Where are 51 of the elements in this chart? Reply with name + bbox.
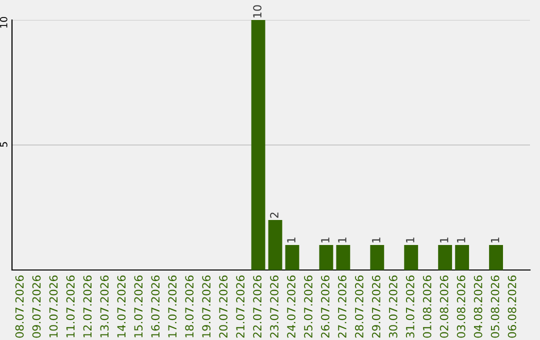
x-tick-label: 17.07.2026 — [168, 276, 177, 338]
x-tick-label: 26.07.2026 — [321, 276, 330, 338]
y-tick-label: 5 — [0, 142, 8, 147]
x-tick-label: 02.08.2026 — [440, 276, 448, 338]
x-tick-label: 25.07.2026 — [304, 276, 312, 338]
x-tick-label: 27.07.2026 — [338, 276, 346, 338]
bar — [489, 245, 503, 270]
x-tick-label: 09.07.2026 — [32, 276, 41, 338]
x-tick-label: 30.07.2026 — [388, 276, 398, 338]
x-tick-label: 21.07.2026 — [236, 276, 245, 338]
x-tick-label: 12.07.2026 — [83, 276, 92, 338]
bar — [438, 245, 452, 270]
data-label: 1 — [287, 238, 296, 242]
x-tick-label: 29.07.2026 — [372, 276, 380, 338]
bar — [455, 245, 470, 270]
x-tick-label: 28.07.2026 — [354, 276, 364, 338]
bar — [285, 245, 300, 270]
x-tick-label: 10.07.2026 — [49, 276, 58, 338]
x-tick-label: 16.07.2026 — [151, 276, 160, 338]
x-tick-label: 04.08.2026 — [474, 276, 482, 338]
x-tick-label: 11.07.2026 — [66, 276, 75, 338]
x-tick-label: 03.08.2026 — [456, 276, 466, 338]
x-tick-label: 13.07.2026 — [100, 276, 109, 338]
x-tick-label: 08.07.2026 — [15, 276, 24, 338]
x-tick-label: 22.07.2026 — [253, 276, 262, 338]
data-label: 1 — [406, 238, 414, 242]
data-label: 1 — [457, 238, 466, 242]
x-tick-label: 14.07.2026 — [117, 276, 126, 338]
data-label: 1 — [321, 238, 330, 242]
x-tick-label: 01.08.2026 — [422, 276, 432, 338]
x-tick-label: 19.07.2026 — [202, 276, 211, 338]
x-tick-label: 31.07.2026 — [406, 276, 414, 338]
bar — [268, 220, 282, 270]
bar — [251, 20, 266, 270]
x-tick-label: 20.07.2026 — [219, 276, 228, 338]
x-tick-label: 06.08.2026 — [508, 276, 516, 338]
data-label: 1 — [440, 238, 448, 242]
x-tick-label: 18.07.2026 — [185, 276, 194, 338]
x-tick-label: 24.07.2026 — [287, 276, 296, 338]
data-label: 1 — [338, 238, 346, 242]
bar — [336, 245, 350, 270]
data-label: 10 — [253, 5, 262, 18]
x-tick-label: 23.07.2026 — [270, 276, 278, 338]
bar — [404, 245, 418, 270]
data-label: 1 — [372, 238, 380, 242]
data-label: 1 — [491, 238, 500, 242]
x-tick-label: 05.08.2026 — [490, 276, 500, 338]
bar — [319, 245, 334, 270]
data-label: 2 — [270, 212, 278, 218]
x-tick-label: 15.07.2026 — [134, 276, 143, 338]
bar — [370, 245, 384, 270]
